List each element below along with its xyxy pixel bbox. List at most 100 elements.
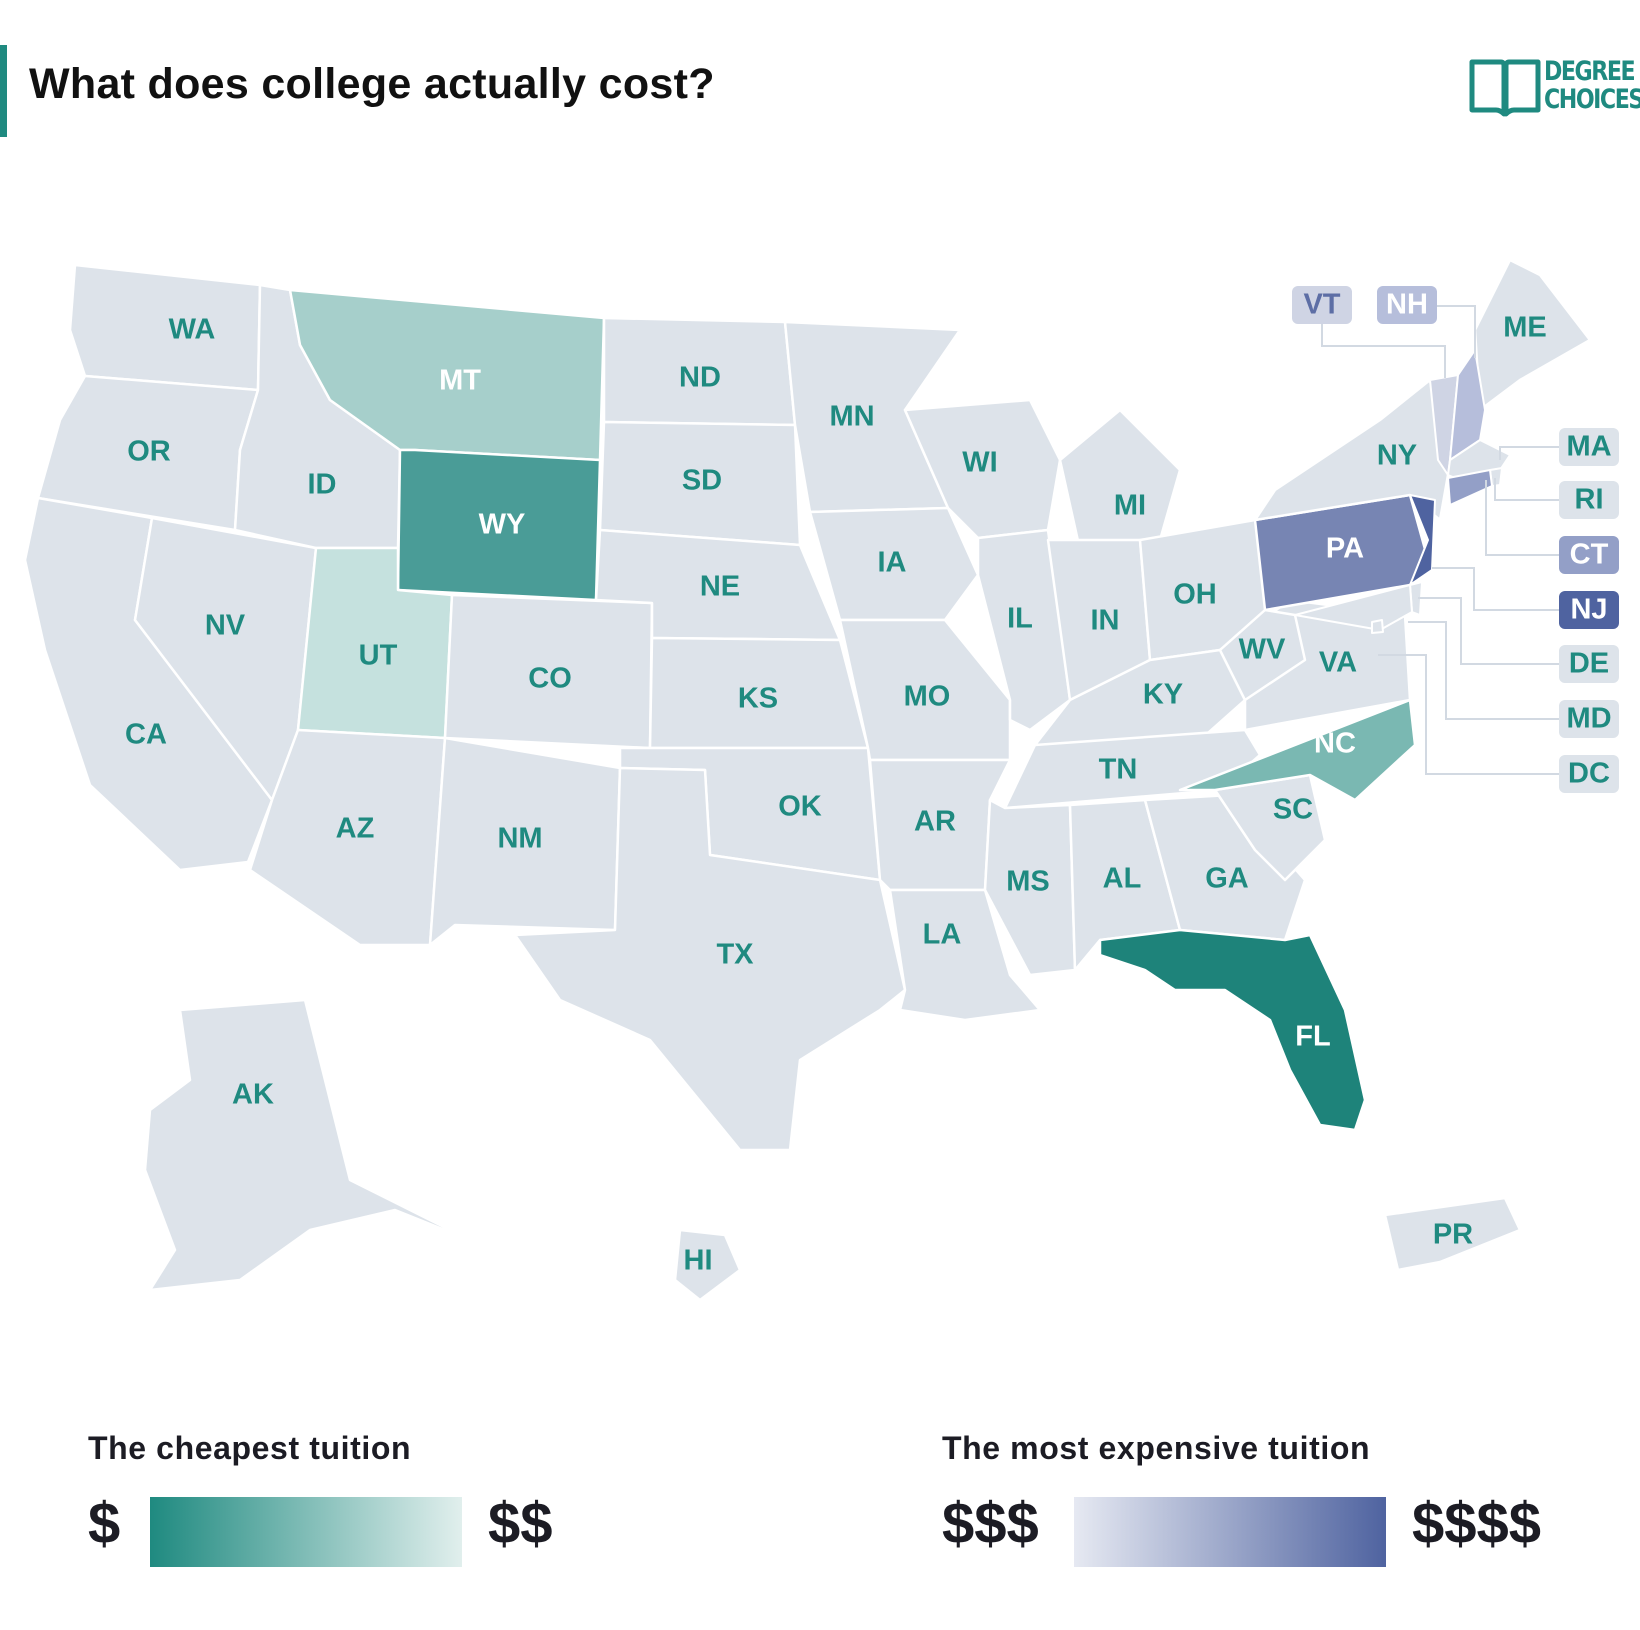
state-label-pr: PR (1433, 1219, 1473, 1251)
state-label-az: AZ (336, 813, 375, 845)
state-label-il: IL (1007, 603, 1033, 635)
state-fl (1098, 928, 1367, 1132)
state-label-nc: NC (1314, 728, 1356, 760)
badge-de: DE (1559, 645, 1619, 683)
state-label-ny: NY (1377, 440, 1417, 472)
state-label-sc: SC (1273, 794, 1313, 826)
state-label-mi: MI (1114, 490, 1146, 522)
state-ga (1143, 793, 1307, 942)
us-tuition-map: WA OR CA NV ID MT WY UT AZ NM CO ND SD NE KS OK TX MN IA MO… (23, 258, 1619, 1302)
connector-md (1408, 621, 1560, 720)
legend-expensive-gradient (1074, 1497, 1386, 1567)
legend-cheap-high: $$ (488, 1491, 553, 1556)
state-label-wi: WI (962, 447, 997, 479)
badge-label-nh: NH (1386, 289, 1428, 321)
badge-vt: VT (1292, 286, 1352, 324)
state-wa (68, 263, 262, 392)
state-label-wv: WV (1239, 634, 1286, 666)
state-label-or: OR (127, 436, 171, 468)
state-nh (1449, 349, 1486, 461)
logo-line-1: DEGREE (1544, 56, 1636, 87)
connector-nj (1432, 567, 1560, 611)
state-label-id: ID (308, 469, 337, 501)
legend-expensive-low: $$$ (942, 1491, 1039, 1556)
badge-dc: DC (1559, 755, 1619, 793)
logo-wordmark: DEGREE CHOICES (1544, 58, 1640, 114)
state-label-nv: NV (205, 610, 246, 642)
badge-label-md: MD (1566, 703, 1611, 735)
badge-label-de: DE (1569, 648, 1609, 680)
book-icon (1469, 59, 1541, 117)
state-label-wy: WY (479, 509, 526, 541)
state-label-ut: UT (359, 640, 398, 672)
state-pr (1383, 1196, 1522, 1272)
legend-expensive-title: The most expensive tuition (942, 1430, 1371, 1466)
connector-dc (1378, 654, 1560, 775)
state-label-co: CO (528, 663, 572, 695)
state-label-me: ME (1503, 312, 1547, 344)
badge-ri: RI (1559, 481, 1619, 519)
state-label-fl: FL (1295, 1021, 1330, 1053)
state-label-ak: AK (232, 1079, 274, 1111)
legend-expensive-high: $$$$ (1412, 1491, 1542, 1556)
state-ny (1253, 378, 1450, 522)
legend-cheap-low: $ (88, 1491, 121, 1556)
state-label-mo: MO (904, 681, 951, 713)
badge-label-ct: CT (1570, 539, 1609, 571)
state-dc (1371, 619, 1384, 634)
state-label-in: IN (1091, 605, 1120, 637)
state-label-ok: OK (778, 791, 822, 823)
badge-ct: CT (1559, 536, 1619, 574)
state-wv (1218, 608, 1307, 702)
badge-label-dc: DC (1568, 758, 1610, 790)
legend-cheap-gradient (150, 1497, 462, 1567)
state-tx (513, 766, 907, 1152)
state-label-ia: IA (878, 547, 907, 579)
state-label-sd: SD (682, 465, 722, 497)
state-label-nd: ND (679, 362, 721, 394)
state-wy (396, 448, 602, 602)
state-ak (143, 998, 472, 1292)
state-label-tx: TX (716, 939, 754, 971)
state-label-ca: CA (125, 719, 167, 751)
state-label-wa: WA (169, 314, 216, 346)
title-accent-bar (0, 45, 7, 137)
connector-ma (1499, 446, 1560, 460)
badge-nh: NH (1377, 286, 1437, 324)
state-label-pa: PA (1326, 533, 1364, 565)
badge-label-ma: MA (1566, 431, 1611, 463)
state-label-ar: AR (914, 806, 956, 838)
state-ia (808, 506, 980, 622)
state-label-ms: MS (1006, 866, 1050, 898)
state-label-al: AL (1103, 863, 1142, 895)
state-label-hi: HI (684, 1245, 713, 1277)
state-label-mn: MN (829, 401, 874, 433)
state-label-ne: NE (700, 571, 740, 603)
state-label-ky: KY (1143, 679, 1183, 711)
state-label-tn: TN (1099, 754, 1138, 786)
state-label-nm: NM (497, 823, 542, 855)
state-label-la: LA (923, 919, 962, 951)
badge-nj: NJ (1559, 591, 1619, 629)
badge-label-vt: VT (1303, 289, 1340, 321)
state-hi (673, 1228, 742, 1302)
page-title: What does college actually cost? (29, 60, 715, 108)
state-label-ks: KS (738, 683, 778, 715)
state-nm (428, 736, 622, 947)
state-label-oh: OH (1173, 579, 1217, 611)
connector-de (1418, 597, 1560, 665)
connector-ri (1494, 478, 1560, 501)
badge-label-nj: NJ (1570, 594, 1607, 626)
badge-label-ri: RI (1575, 484, 1604, 516)
state-nj (1409, 494, 1436, 586)
state-md (1294, 584, 1413, 631)
legend-cheap-title: The cheapest tuition (88, 1430, 412, 1466)
state-label-ga: GA (1205, 863, 1249, 895)
degree-choices-logo: DEGREE CHOICES (1468, 56, 1640, 122)
connector-vt (1321, 322, 1446, 378)
logo-line-2: CHOICES (1544, 84, 1640, 115)
state-la (888, 888, 1042, 1022)
badge-ma: MA (1559, 428, 1619, 466)
connector-ct (1485, 480, 1560, 556)
state-ct (1447, 469, 1493, 506)
